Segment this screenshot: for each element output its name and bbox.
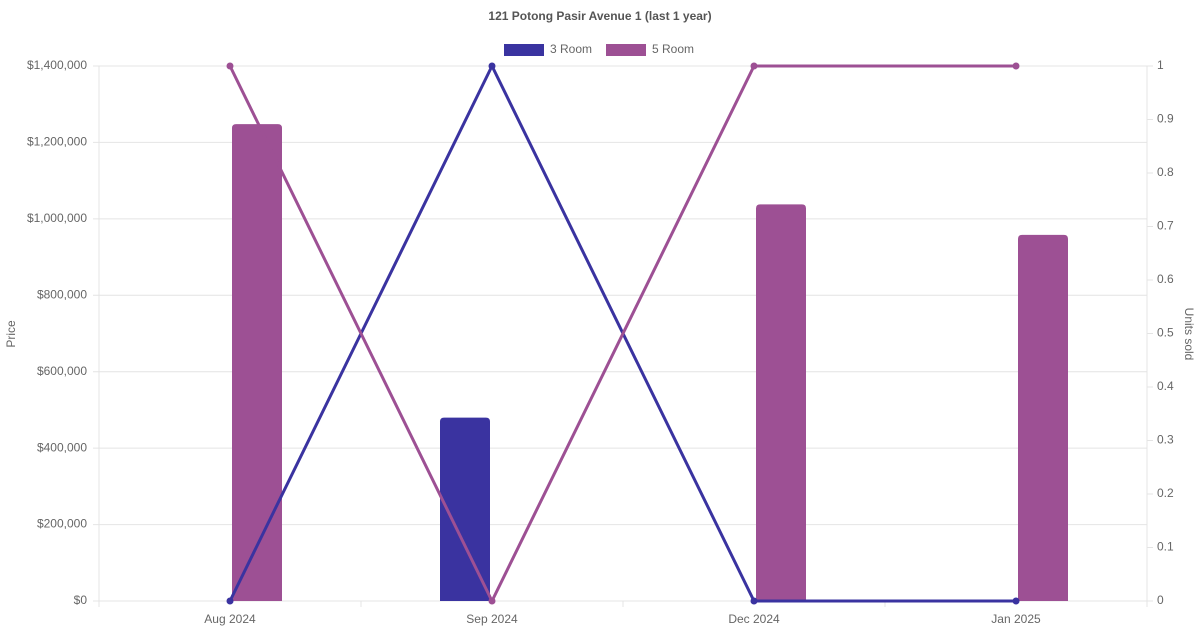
legend-swatch: [504, 44, 544, 56]
x-tick-label: Sep 2024: [466, 612, 518, 626]
y2-tick-label: 0.5: [1157, 326, 1174, 340]
y-tick-label: $1,200,000: [27, 135, 87, 149]
point: [750, 597, 758, 605]
line: [228, 64, 1016, 605]
bar: [1018, 234, 1068, 601]
y2-tick-label: 0.4: [1157, 379, 1174, 393]
y2-tick-label: 0: [1157, 593, 1164, 607]
y-tick-label: $400,000: [37, 440, 87, 454]
point: [1012, 597, 1020, 605]
y-tick-label: $1,000,000: [27, 211, 87, 225]
y-axis-title: Price: [4, 320, 18, 348]
y-tick-label: $200,000: [37, 517, 87, 531]
y2-tick-label: 0.6: [1157, 272, 1174, 286]
point: [488, 597, 496, 605]
y2-tick-label: 0.3: [1157, 433, 1174, 447]
x-tick-label: Jan 2025: [991, 612, 1041, 626]
y-tick-label: $1,400,000: [27, 58, 87, 72]
x-tick-label: Dec 2024: [728, 612, 780, 626]
y2-tick-label: 0.2: [1157, 486, 1174, 500]
point: [750, 62, 758, 70]
point: [226, 597, 234, 605]
chart-title: 121 Potong Pasir Avenue 1 (last 1 year): [488, 9, 711, 23]
y2-tick-label: 0.8: [1157, 165, 1174, 179]
legend-label: 3 Room: [550, 42, 592, 56]
legend-swatch: [606, 44, 646, 56]
y-tick-label: $800,000: [37, 287, 87, 301]
bar: [756, 204, 806, 602]
y2-tick-label: 0.9: [1157, 112, 1174, 126]
y2-tick-label: 0.1: [1157, 540, 1174, 554]
bar: [232, 124, 282, 601]
y-tick-label: $0: [74, 593, 88, 607]
bar: [440, 417, 490, 601]
point: [226, 62, 234, 70]
legend-label: 5 Room: [652, 42, 694, 56]
point: [488, 62, 496, 70]
x-tick-label: Aug 2024: [204, 612, 256, 626]
y-tick-label: $600,000: [37, 364, 87, 378]
y2-tick-label: 0.7: [1157, 219, 1174, 233]
y2-tick-label: 1: [1157, 58, 1164, 72]
y2-axis-title: Units sold: [1182, 308, 1196, 361]
point: [1012, 62, 1020, 70]
